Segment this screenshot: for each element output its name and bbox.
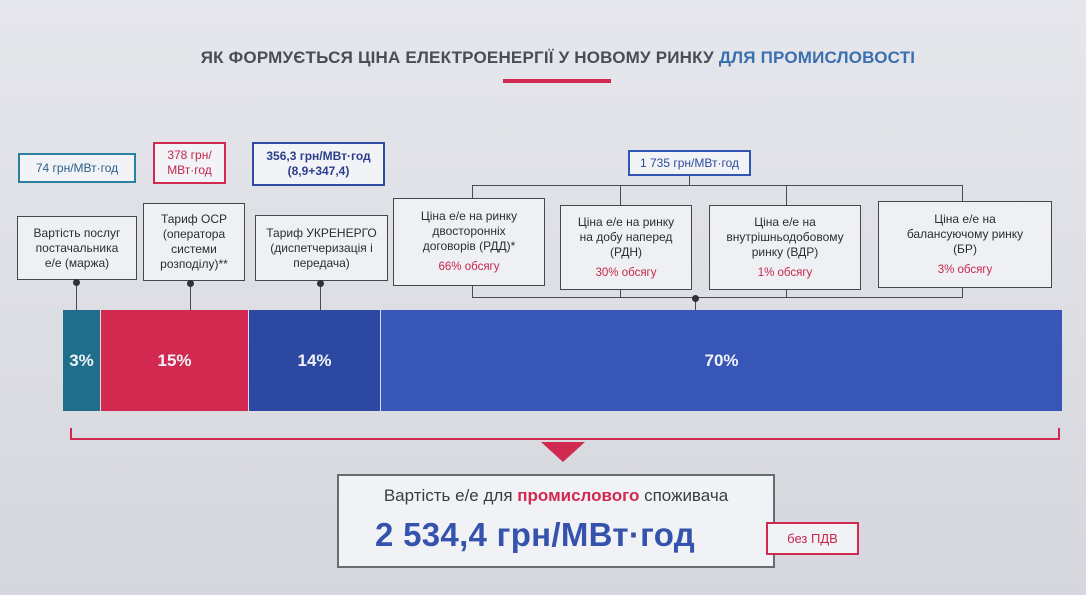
market-box-line: Ціна е/е на ринку	[420, 209, 518, 223]
market-share-label: 66% обсягу	[438, 261, 500, 273]
supplier-connector-dot	[72, 278, 80, 286]
market-box-line: (РДН)	[610, 244, 642, 259]
osr-tariff-line: (оператора	[162, 227, 226, 241]
market-box-vdr: Ціна е/е на внутрішньодобовому ринку (ВД…	[709, 205, 861, 290]
market-connector-stem	[689, 176, 690, 186]
market-connector-dot	[691, 294, 699, 302]
osr-tariff-line: системи	[171, 242, 217, 256]
market-connector-drop-3	[786, 185, 787, 205]
market-bottom-drop-4	[962, 288, 963, 298]
title-highlight: ДЛЯ ПРОМИСЛОВОСТІ	[718, 48, 916, 67]
total-cost-value: 2 534,4 грн/МВт·год	[375, 516, 695, 553]
market-box-line: Ціна е/е на	[754, 214, 816, 229]
supplier-price-text: 74 грн/МВт·год	[35, 160, 119, 175]
bar-segment-label: 3%	[69, 350, 94, 370]
vat-badge: без ПДВ	[766, 522, 859, 555]
supplier-connector	[76, 280, 77, 310]
market-share-label: 30% обсягу	[595, 266, 657, 279]
market-box-br: Ціна е/е на балансуючому ринку (БР) 3% о…	[878, 201, 1052, 288]
osr-tariff-line: Тариф ОСР	[160, 212, 228, 226]
market-bottom-bar	[472, 297, 963, 298]
market-share-label: 3% обсягу	[937, 263, 993, 276]
supplier-cost-line: постачальника	[35, 240, 119, 255]
supplier-cost-line: е/е (маржа)	[44, 255, 110, 270]
ukrenergo-tariff-line: Тариф УКРЕНЕРГО	[266, 225, 377, 240]
market-box-line: ринку (ВДР)	[751, 244, 819, 259]
market-bottom-drop-3	[786, 290, 787, 298]
page-title: ЯК ФОРМУЄТЬСЯ ЦІНА ЕЛЕКТРОЕНЕРГІЇ У НОВО…	[0, 48, 1086, 68]
market-box-rdn: Ціна е/е на ринку на добу наперед (РДН) …	[560, 205, 692, 290]
osr-connector-dot	[186, 279, 194, 287]
ukrenergo-connector-dot	[316, 279, 324, 287]
ukrenergo-price-line1: 356,3 грн/МВт·год	[266, 149, 371, 163]
title-text: ЯК ФОРМУЄТЬСЯ ЦІНА ЕЛЕКТРОЕНЕРГІЇ У НОВО…	[200, 48, 719, 67]
ukrenergo-tariff-line: (диспетчеризація і	[270, 240, 373, 255]
ukrenergo-price-line2: (8,9+347,4)	[287, 164, 350, 178]
bar-segment-label: 70%	[704, 350, 739, 370]
market-bottom-drop-1	[472, 286, 473, 298]
osr-tariff-line: розподілу)**	[160, 257, 228, 271]
osr-connector	[190, 281, 191, 310]
market-box-rdd: Ціна е/е на ринку двосторонніх договорів…	[393, 198, 545, 286]
market-share-label: 1% обсягу	[757, 266, 813, 279]
total-cost-label-text: споживача	[639, 486, 729, 505]
bar-segment-label: 15%	[157, 350, 192, 370]
bar-segment: 14%	[249, 310, 380, 411]
market-box-line: договорів (РДД)*	[422, 239, 516, 253]
osr-price-tag: 378 грн/ МВт·год	[153, 142, 226, 184]
market-price-tag: 1 735 грн/МВт·год	[628, 150, 751, 176]
bar-segment: 70%	[381, 310, 1062, 411]
market-box-line: на добу наперед	[579, 229, 673, 244]
ukrenergo-tariff-line: передача)	[293, 255, 350, 270]
market-connector-drop-4	[962, 185, 963, 201]
market-connector-drop-2	[620, 185, 621, 205]
market-box-line: двосторонніх	[432, 224, 506, 238]
market-box-line: Ціна е/е на ринку	[577, 214, 675, 229]
vat-badge-text: без ПДВ	[787, 531, 838, 546]
market-box-line: (БР)	[953, 241, 977, 256]
market-box-line: балансуючому ринку	[906, 226, 1024, 241]
supplier-cost-box: Вартість послуг постачальника е/е (маржа…	[17, 216, 137, 280]
bar-segment: 3%	[63, 310, 100, 411]
ukrenergo-connector	[320, 281, 321, 310]
total-cost-label: Вартість е/е для промислового споживача	[339, 486, 773, 506]
title-underline	[503, 79, 611, 83]
market-box-line: внутрішньодобовому	[726, 229, 844, 244]
market-bottom-stem	[695, 297, 696, 310]
osr-tariff-box: Тариф ОСР (оператора системи розподілу)*…	[143, 203, 245, 281]
total-cost-box: Вартість е/е для промислового споживача …	[337, 474, 775, 568]
total-cost-label-text: Вартість е/е для	[383, 486, 518, 505]
bar-segment: 15%	[101, 310, 248, 411]
down-arrow-icon	[541, 442, 585, 462]
supplier-cost-line: Вартість послуг	[33, 225, 121, 240]
ukrenergo-tariff-box: Тариф УКРЕНЕРГО (диспетчеризація і перед…	[255, 215, 388, 281]
bar-segment-label: 14%	[297, 350, 332, 370]
market-connector-bar	[472, 185, 963, 186]
osr-price-line2: МВт·год	[167, 163, 212, 177]
market-price-text: 1 735 грн/МВт·год	[640, 155, 739, 170]
market-box-line: Ціна е/е на	[934, 211, 996, 226]
osr-price-line1: 378 грн/	[167, 148, 212, 162]
market-connector-drop-1	[472, 185, 473, 199]
total-bracket	[70, 428, 1060, 440]
total-cost-label-highlight: промислового	[517, 486, 640, 505]
ukrenergo-price-tag: 356,3 грн/МВт·год (8,9+347,4)	[252, 142, 385, 186]
market-bottom-drop-2	[620, 290, 621, 298]
supplier-price-tag: 74 грн/МВт·год	[18, 153, 136, 183]
